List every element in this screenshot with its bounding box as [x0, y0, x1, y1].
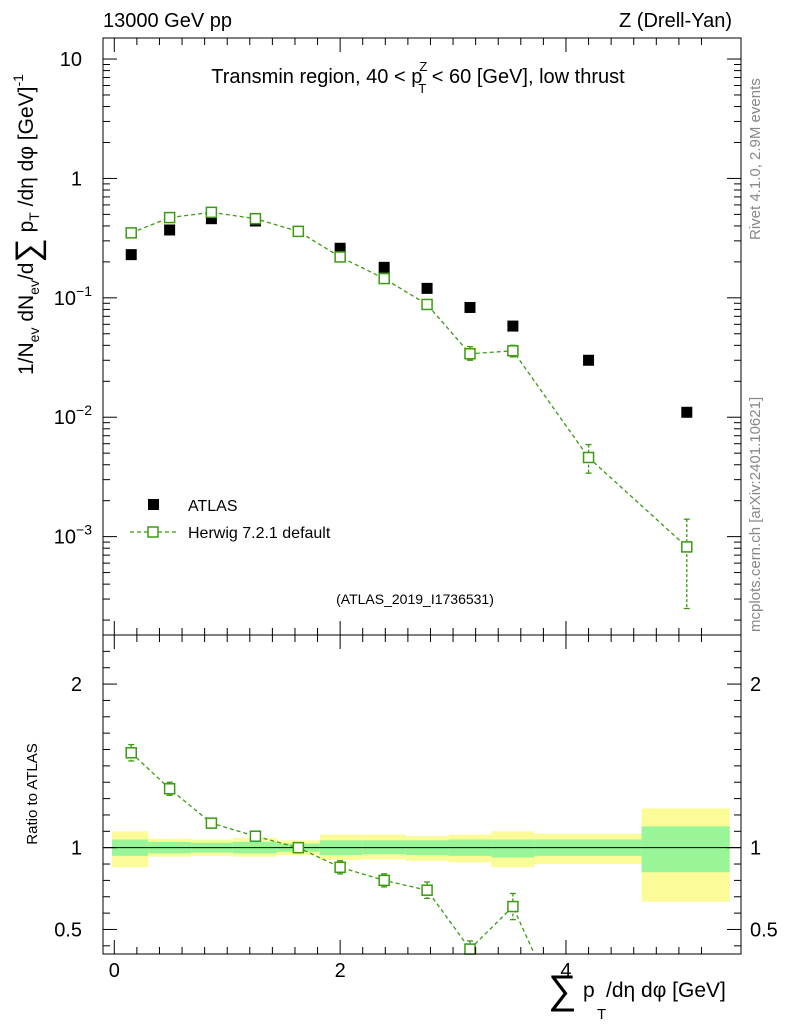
x-tick-label: 4: [560, 960, 571, 982]
atlas-point: [164, 224, 176, 236]
ratio-panel: 0.5 0.5 1 1 2 2 0 2 4 Ratio to ATLAS ∑ pT/dη dφ […: [24, 634, 778, 1023]
ratio-herwig-point: [507, 900, 519, 913]
main-series: [125, 206, 693, 610]
herwig-point: [378, 272, 390, 285]
main-y-tick-labels: 10−3 10−2 10−1 1 10: [54, 49, 92, 549]
herwig-point: [421, 298, 433, 311]
herwig-line: [130, 211, 688, 548]
ratio-herwig-point: [464, 943, 476, 955]
header-right: Z (Drell-Yan): [619, 10, 732, 32]
atlas-point: [507, 320, 519, 332]
herwig-point: [507, 345, 519, 357]
ratio-y-tick-label: 0.5: [54, 919, 82, 941]
ratio-band-inner: [491, 839, 535, 858]
herwig-point: [125, 227, 137, 239]
atlas-point: [583, 354, 595, 366]
main-title: Transmin region, 40 < pZ T < 60 [GeV], lo…: [211, 59, 625, 96]
y-tick-label: 10−2: [54, 402, 92, 429]
ratio-y-tick-label-right: 0.5: [750, 919, 778, 941]
atlas-point: [125, 249, 137, 261]
main-ticks: [103, 38, 741, 635]
ratio-herwig-point: [378, 874, 390, 887]
herwig-point: [464, 348, 476, 360]
ratio-band-inner: [641, 826, 730, 873]
atlas-point: [681, 406, 693, 418]
ratio-herwig-point: [421, 884, 433, 896]
legend-marker-herwig: [147, 526, 159, 538]
ratio-herwig-point: [205, 817, 218, 829]
ratio-y-tick-label: 2: [71, 674, 82, 696]
ratio-tick-labels: 0.5 0.5 1 1 2 2 0 2 4: [54, 674, 778, 982]
main-y-axis-label: 1/Nev dNev/d∑ pT /dη dφ [GeV]-1: [9, 74, 47, 375]
ratio-bands: [112, 808, 730, 902]
ratio-herwig-point: [249, 830, 262, 842]
y-tick-label: 10: [60, 49, 82, 71]
header-left: 13000 GeV pp: [103, 10, 232, 32]
legend: ATLAS Herwig 7.2.1 default: [130, 498, 331, 542]
y-tick-label: 1: [71, 168, 82, 190]
ratio-plot-frame: [102, 634, 742, 955]
ratio-herwig-point: [334, 861, 346, 874]
ratio-herwig-point: [125, 747, 137, 759]
herwig-point: [205, 206, 218, 219]
herwig-point: [163, 211, 176, 224]
legend-marker-atlas: [148, 499, 159, 510]
atlas-point: [205, 213, 217, 225]
y-tick-label: 10−1: [54, 283, 92, 310]
atlas-point: [334, 242, 346, 254]
ratio-herwig-point: [163, 783, 176, 795]
ratio-series: [125, 743, 535, 955]
ratio-herwig-point: [292, 841, 305, 854]
main-panel: 10−3 10−2 10−1 1 10 Transmin region, 40 < pZ…: [9, 37, 742, 636]
herwig-point: [334, 251, 346, 263]
herwig-point: [249, 212, 262, 225]
atlas-point: [378, 261, 390, 273]
x-axis-label: ∑ pT/dη dφ [GeV]: [548, 968, 726, 1023]
herwig-point: [292, 225, 305, 238]
analysis-id-watermark: (ATLAS_2019_I1736531): [336, 591, 494, 607]
ratio-y-axis-label: Ratio to ATLAS: [24, 743, 41, 844]
x-tick-label: 0: [109, 960, 120, 982]
legend-label-atlas: ATLAS: [188, 498, 238, 515]
herwig-point: [582, 451, 595, 464]
title-prefix: Transmin region, 40 < p: [211, 66, 422, 88]
title-sub: T: [418, 81, 426, 96]
title-suffix: < 60 [GeV], low thrust: [426, 66, 625, 88]
y-tick-label: 10−3: [54, 522, 92, 549]
ratio-y-tick-label-right: 2: [750, 674, 761, 696]
legend-label-herwig: Herwig 7.2.1 default: [188, 525, 331, 542]
x-tick-label: 2: [335, 960, 346, 982]
rivet-label: Rivet 4.1.0, 2.9M events: [747, 78, 764, 240]
title-sup: Z: [419, 59, 427, 74]
mcplots-label: mcplots.cern.ch [arXiv:2401.10621]: [747, 397, 764, 632]
ratio-y-tick-label-right: 1: [750, 838, 761, 860]
ratio-y-tick-label: 1: [71, 838, 82, 860]
ratio-ticks: [103, 634, 741, 954]
main-plot-frame: [102, 37, 742, 636]
atlas-point: [421, 282, 433, 294]
atlas-point: [464, 301, 476, 313]
herwig-point: [681, 541, 693, 553]
